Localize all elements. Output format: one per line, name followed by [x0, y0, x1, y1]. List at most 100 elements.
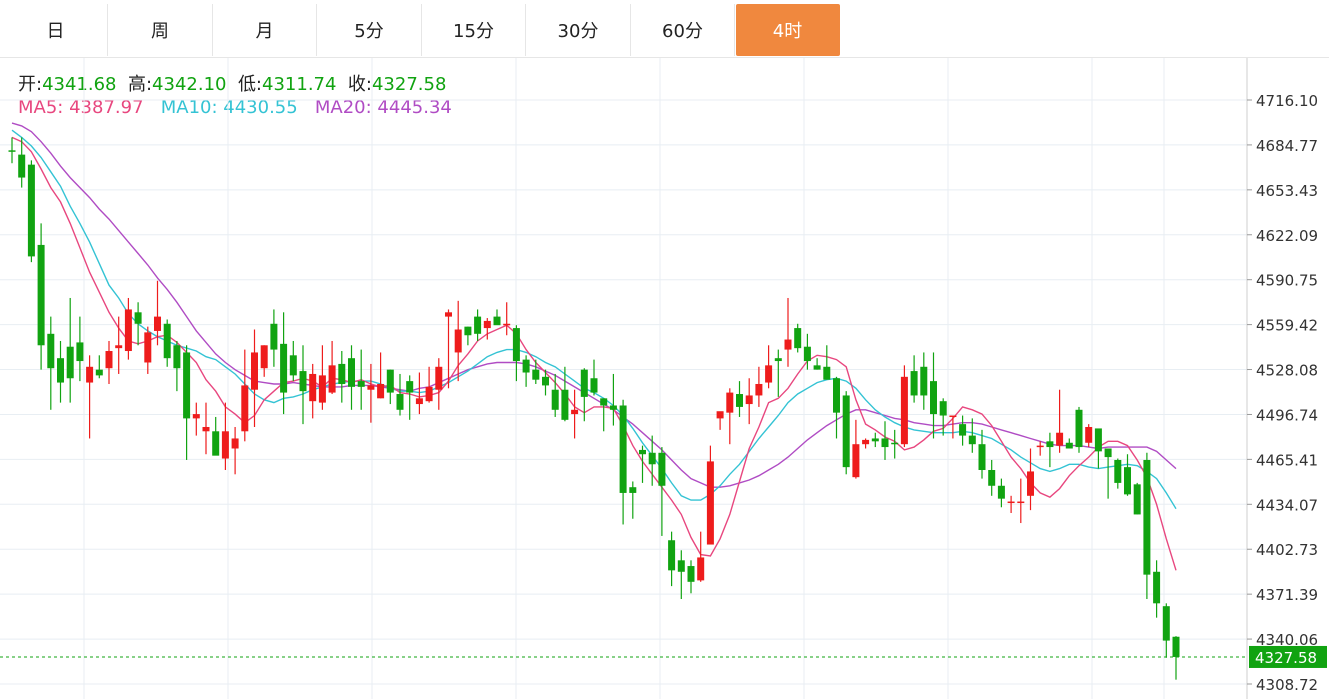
ma10-label: MA10: [160, 97, 218, 118]
candle-body [280, 343, 288, 393]
candle-body [609, 405, 617, 410]
candle-body [619, 405, 627, 493]
candle-body [367, 385, 375, 390]
candle-body [241, 385, 249, 432]
candle-body [425, 386, 433, 402]
candle-body [1114, 459, 1122, 483]
candle-body [687, 566, 695, 582]
candle-body [483, 320, 491, 329]
timeframe-tabs: 日周月 5分 15分 30分 60分 4时 [0, 0, 1329, 58]
candle-body [1143, 459, 1151, 575]
current-price-label: 4327.58 [1255, 649, 1317, 667]
tab-3[interactable]: 月 [213, 4, 317, 56]
candle-body [260, 345, 268, 369]
candle-body [212, 431, 220, 456]
candle-body [1162, 606, 1170, 641]
candle-body [86, 366, 94, 383]
candle-body [677, 560, 685, 572]
tab-7[interactable]: 60分 [631, 4, 735, 56]
candle-body [192, 414, 200, 419]
ma5-label: MA5: [18, 97, 64, 118]
ohlc-readout: 开:4341.68 高:4342.10 低:4311.74 收:4327.58 [18, 70, 446, 96]
candle-body [794, 328, 802, 349]
candle-body [357, 381, 365, 387]
candle-body [415, 398, 423, 405]
candle-body [144, 332, 152, 363]
tab-6[interactable]: 30分 [526, 4, 631, 56]
open-value: 4341.68 [42, 74, 117, 95]
candle-body [648, 452, 656, 465]
candle-body [154, 316, 161, 331]
candle-body [1046, 441, 1054, 448]
candle-body [571, 409, 579, 415]
candle-body [716, 411, 724, 419]
candle-body [755, 383, 763, 396]
ma20-value: 4445.34 [377, 97, 452, 118]
candle-body [1027, 471, 1034, 496]
candle-body [299, 371, 307, 392]
candle-body [968, 435, 976, 445]
candle-body [561, 389, 569, 420]
candle-body [66, 346, 74, 379]
candle-body [590, 378, 598, 393]
y-tick-label: 4496.74 [1256, 406, 1318, 424]
candle-body [900, 376, 908, 445]
close-value: 4327.58 [371, 74, 447, 95]
candle-body [124, 309, 132, 352]
candle-body [493, 316, 501, 326]
candle-body [862, 439, 870, 445]
candle-body [18, 154, 26, 178]
candle-body [1056, 432, 1064, 446]
close-label: 收: [347, 74, 372, 95]
candle-body [813, 365, 821, 370]
candle-body [1075, 409, 1083, 448]
candle-body [600, 398, 608, 406]
candle-body [1124, 467, 1131, 495]
candle-body [328, 365, 336, 393]
candle-body [512, 328, 520, 362]
candle-body [891, 442, 899, 445]
candle-body [251, 352, 258, 390]
candle-body [949, 415, 957, 418]
ma20-label: MA20: [314, 97, 372, 118]
candle-body [27, 164, 35, 257]
candle-body [474, 316, 482, 334]
candle-body [1085, 426, 1093, 443]
y-tick-label: 4434.07 [1256, 496, 1318, 514]
low-value: 4311.74 [262, 74, 337, 95]
candle-body [202, 426, 210, 432]
candle-body [930, 381, 937, 415]
candle-body [134, 312, 142, 324]
tab-4[interactable]: 5分 [317, 4, 422, 56]
candle-body [377, 383, 385, 399]
candle-body [852, 444, 860, 478]
candle-body [726, 392, 734, 413]
y-tick-label: 4308.72 [1256, 676, 1318, 694]
candle-body [115, 345, 123, 349]
candle-body [1153, 571, 1161, 604]
tab-8[interactable]: 4时 [735, 4, 840, 56]
candle-body [871, 438, 879, 442]
candle-body [318, 375, 326, 403]
candle-body [289, 355, 297, 376]
ma5-value: 4387.97 [69, 97, 144, 118]
y-tick-label: 4590.75 [1256, 272, 1318, 290]
tab-2[interactable]: 周 [108, 4, 213, 56]
candle-body [221, 431, 229, 459]
high-label: 高: [127, 74, 153, 95]
candle-body [920, 366, 928, 396]
candle-body [658, 452, 666, 486]
tab-5[interactable]: 15分 [422, 4, 526, 56]
candle-body [309, 373, 317, 402]
tab-1[interactable]: 日 [4, 4, 108, 56]
candle-body [1172, 636, 1180, 657]
candle-body [95, 369, 103, 376]
candle-body [532, 369, 540, 380]
candle-body [406, 381, 414, 393]
candle-body [842, 395, 850, 468]
candle-body [978, 444, 986, 470]
open-label: 开: [18, 74, 43, 95]
candle-body [57, 358, 64, 383]
candle-body [47, 333, 55, 369]
